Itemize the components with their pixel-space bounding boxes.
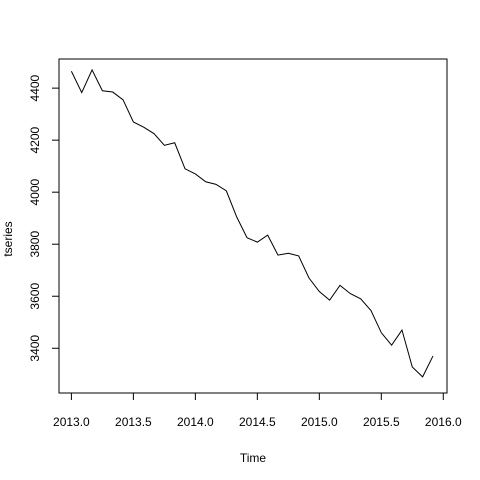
x-tick-label: 2014.5 [239, 415, 276, 429]
y-axis: 3400 3600 3800 4000 4200 4400 [28, 74, 60, 362]
y-tick-label: 4400 [28, 74, 42, 101]
x-axis-title: Time [240, 451, 267, 465]
y-tick-label: 3600 [28, 283, 42, 310]
y-axis-title: tseries [1, 221, 15, 256]
plot-frame [58, 58, 448, 394]
y-tick-label: 3800 [28, 231, 42, 258]
x-tick-label: 2013.5 [115, 415, 152, 429]
x-tick-label: 2015.0 [301, 415, 338, 429]
y-tick-label: 4200 [28, 126, 42, 153]
y-tick-label: 4000 [28, 179, 42, 206]
x-axis: 2013.0 2013.5 2014.0 2014.5 2015.0 2015.5 2016… [53, 392, 462, 429]
x-tick-label: 2015.5 [363, 415, 400, 429]
series-line [70, 68, 434, 378]
x-tick-label: 2014.0 [177, 415, 214, 429]
y-tick-label: 3400 [28, 335, 42, 362]
x-tick-label: 2013.0 [53, 415, 90, 429]
x-tick-label: 2016.0 [425, 415, 462, 429]
